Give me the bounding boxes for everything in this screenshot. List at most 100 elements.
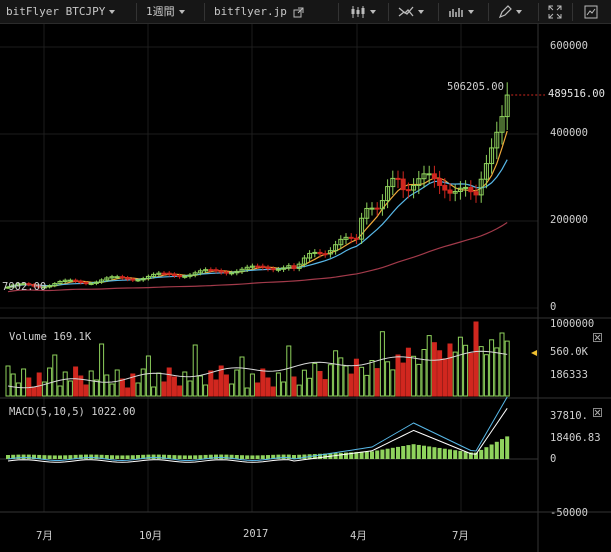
snapshot-button[interactable] bbox=[584, 0, 602, 24]
volume-bar bbox=[457, 336, 463, 397]
macd-histogram-bar bbox=[349, 452, 354, 459]
candle-body bbox=[234, 270, 240, 274]
chart-type-button[interactable] bbox=[350, 0, 384, 24]
volume-bar bbox=[213, 379, 219, 397]
volume-bar bbox=[385, 361, 391, 397]
macd-histogram-bar bbox=[156, 454, 161, 459]
macd-histogram-bar bbox=[266, 455, 270, 459]
candle-body bbox=[390, 177, 396, 188]
candle-body bbox=[281, 267, 287, 270]
volume-bar bbox=[145, 355, 151, 397]
volume-bar bbox=[426, 335, 432, 397]
close-macd-icon[interactable] bbox=[593, 408, 602, 417]
macd-histogram-bar bbox=[479, 449, 484, 459]
volume-bar bbox=[307, 377, 313, 397]
volume-bar bbox=[275, 372, 281, 397]
volume-bar bbox=[405, 347, 411, 397]
macd-histogram-bar bbox=[167, 454, 172, 459]
price-tick: 400000 bbox=[550, 127, 588, 139]
candle-body bbox=[483, 163, 489, 180]
candle-body bbox=[229, 272, 235, 275]
macd-line bbox=[7, 396, 508, 462]
candle-body bbox=[395, 177, 401, 180]
macd-histogram-bar bbox=[104, 455, 109, 459]
price-chart[interactable] bbox=[0, 24, 611, 552]
volume-bar bbox=[364, 374, 370, 397]
volume-bar bbox=[504, 340, 510, 397]
candle-body bbox=[197, 270, 203, 274]
volume-bar bbox=[109, 383, 115, 397]
last-price-label: 489516.00 bbox=[546, 88, 607, 100]
close-volume-icon[interactable] bbox=[593, 333, 602, 342]
candle-body bbox=[348, 236, 354, 239]
volume-bar bbox=[166, 367, 172, 397]
macd-histogram-bar bbox=[234, 455, 239, 459]
macd-histogram-bar bbox=[198, 455, 203, 459]
volume-bar bbox=[36, 372, 42, 397]
candle-body bbox=[135, 279, 141, 282]
macd-histogram-bar bbox=[16, 454, 21, 459]
candle-body bbox=[47, 285, 53, 288]
macd-histogram-bar bbox=[427, 446, 432, 459]
snapshot-icon bbox=[584, 5, 598, 19]
volume-bar bbox=[203, 384, 209, 397]
volume-bar bbox=[88, 370, 94, 397]
macd-histogram-bar bbox=[474, 452, 478, 459]
candle-body bbox=[145, 275, 151, 280]
volume-bar bbox=[234, 369, 240, 397]
volume-bar bbox=[249, 373, 255, 397]
macd-histogram-bar bbox=[240, 455, 244, 459]
interval-selector[interactable]: 1週間 bbox=[146, 0, 198, 24]
fullscreen-button[interactable] bbox=[548, 0, 566, 24]
candle-body bbox=[338, 238, 344, 246]
candle-body bbox=[291, 265, 297, 269]
macd-histogram-bar bbox=[182, 455, 187, 459]
candle-body bbox=[78, 280, 84, 284]
macd-histogram-bar bbox=[146, 454, 151, 459]
chart-toolbar: bitFlyer BTCJPY 1週間 bitflyer.jp bbox=[0, 0, 611, 24]
candle-body bbox=[177, 275, 183, 278]
macd-histogram-bar bbox=[411, 444, 416, 459]
volume-bar bbox=[192, 344, 198, 397]
volume-bar bbox=[104, 374, 110, 397]
interval-label: 1週間 bbox=[146, 5, 175, 18]
compare-button[interactable] bbox=[448, 0, 482, 24]
macd-histogram-bar bbox=[245, 455, 250, 459]
time-tick: 4月 bbox=[350, 530, 367, 542]
macd-histogram-bar bbox=[6, 455, 10, 459]
macd-histogram-bar bbox=[219, 454, 224, 459]
macd-histogram-bar bbox=[286, 454, 291, 459]
macd-histogram-bar bbox=[188, 455, 192, 459]
symbol-selector[interactable]: bitFlyer BTCJPY bbox=[6, 0, 134, 24]
volume-bar bbox=[187, 380, 193, 397]
volume-bar bbox=[442, 358, 448, 397]
macd-histogram-bar bbox=[115, 455, 120, 459]
volume-tick: 1000000 bbox=[550, 318, 595, 330]
source-link[interactable]: bitflyer.jp bbox=[214, 0, 314, 24]
candle-body bbox=[416, 178, 422, 186]
volume-bar bbox=[161, 381, 167, 397]
volume-bar bbox=[239, 356, 245, 397]
candle-body bbox=[52, 283, 58, 287]
drawing-tools-button[interactable] bbox=[498, 0, 532, 24]
candle-body bbox=[307, 252, 313, 259]
volume-bar bbox=[41, 381, 47, 397]
volume-bar bbox=[327, 364, 333, 397]
volume-bar bbox=[291, 376, 297, 397]
chevron-down-icon bbox=[370, 10, 376, 14]
source-label: bitflyer.jp bbox=[214, 5, 287, 18]
macd-histogram-bar bbox=[406, 445, 411, 459]
macd-histogram-bar bbox=[463, 451, 468, 459]
volume-bar bbox=[359, 366, 365, 397]
macd-histogram-bar bbox=[136, 455, 140, 459]
volume-bar bbox=[390, 369, 396, 397]
macd-histogram-bar bbox=[151, 454, 156, 459]
volume-bar bbox=[296, 384, 302, 397]
macd-tick: -50000 bbox=[550, 507, 588, 519]
macd-histogram-bar bbox=[432, 447, 437, 459]
volume-bar bbox=[52, 354, 58, 397]
macd-histogram-bar bbox=[32, 454, 36, 459]
macd-histogram-bar bbox=[458, 450, 463, 459]
indicator-button[interactable] bbox=[398, 0, 432, 24]
macd-histogram-bar bbox=[380, 449, 385, 459]
